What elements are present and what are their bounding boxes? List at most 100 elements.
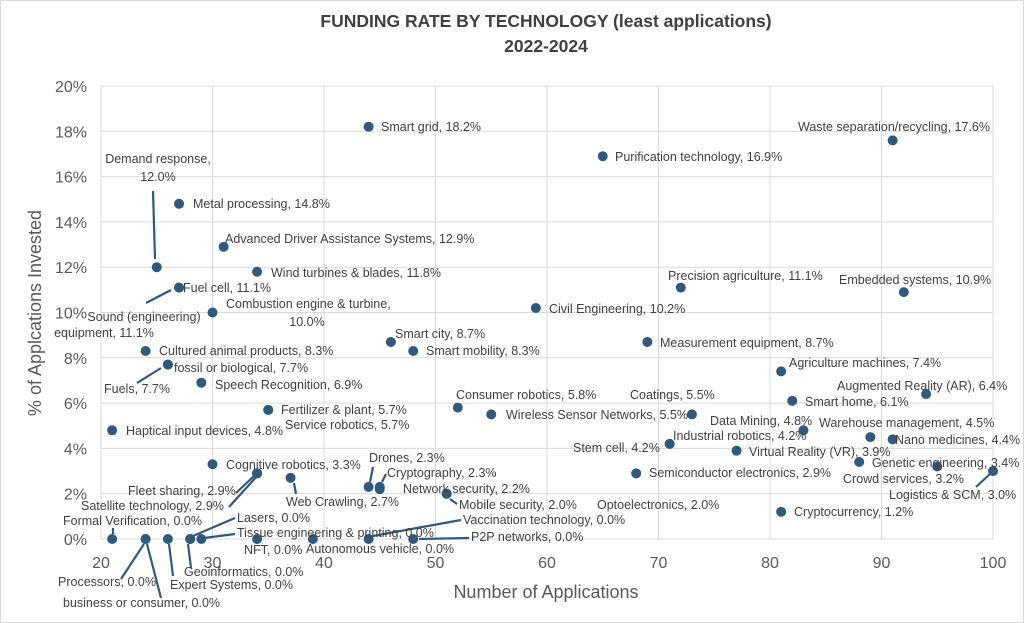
- data-point: [363, 534, 374, 544]
- data-point: [185, 534, 196, 544]
- data-point: [887, 434, 898, 445]
- data-point: [530, 302, 541, 313]
- leader-line: [235, 475, 255, 494]
- chart-subtitle: 2022-2024: [504, 36, 588, 56]
- data-point: [798, 425, 809, 436]
- data-label: Lasers, 0.0%: [237, 511, 310, 525]
- data-label: Augmented Reality (AR), 6.4%: [837, 379, 1007, 393]
- data-label: Network security, 2.2%: [403, 482, 530, 496]
- y-tick-label: 10%: [55, 306, 87, 323]
- data-label: Mobile security, 2.0%: [459, 498, 577, 512]
- data-label: Warehouse management, 4.5%: [819, 416, 994, 430]
- data-label: Smart grid, 18.2%: [381, 120, 481, 134]
- data-label: Cryptography, 2.3%: [387, 466, 497, 480]
- leader-line: [292, 482, 298, 495]
- data-point: [854, 456, 865, 467]
- data-point: [285, 472, 296, 483]
- data-point: [408, 534, 419, 544]
- x-tick-label: 100: [980, 555, 1007, 572]
- data-point: [162, 359, 173, 370]
- data-label: Nano medicines, 4.4%: [895, 433, 1020, 447]
- data-label: Smart mobility, 8.3%: [426, 344, 540, 358]
- y-tick-label: 12%: [55, 260, 87, 277]
- data-points: [107, 121, 998, 544]
- x-axis-ticks: 20 30 40 50 60 70 80 90 100: [92, 555, 1006, 572]
- data-label: Expert Systems, 0.0%: [170, 578, 293, 592]
- data-point: [675, 282, 686, 293]
- data-point: [207, 459, 218, 470]
- data-label: Cultured animal products, 8.3%: [159, 344, 333, 358]
- data-label: Web Crawling, 2.7%: [286, 495, 399, 509]
- data-labels: Smart grid, 18.2% Purification technology…: [54, 120, 1020, 610]
- data-label: Satellite technology, 2.9%: [81, 499, 224, 513]
- data-point: [196, 377, 207, 388]
- leader-line: [167, 543, 175, 577]
- data-point: [631, 468, 642, 479]
- leader-line: [449, 498, 458, 505]
- data-point: [252, 468, 263, 479]
- data-point: [988, 466, 998, 477]
- data-label: P2P networks, 0.0%: [471, 530, 583, 544]
- data-point: [140, 346, 151, 357]
- data-label: Vaccination technology, 0.0%: [463, 513, 625, 527]
- data-label: Coatings, 5.5%: [630, 388, 715, 402]
- data-point: [107, 534, 118, 544]
- data-point: [642, 336, 653, 347]
- data-point: [664, 438, 675, 449]
- data-point: [776, 506, 787, 517]
- data-label: Embedded systems, 10.9%: [839, 273, 991, 287]
- leader-line: [151, 190, 157, 260]
- leader-line: [136, 367, 162, 384]
- leader-line: [975, 472, 992, 488]
- x-tick-label: 40: [315, 555, 333, 572]
- x-tick-label: 80: [761, 555, 779, 572]
- data-label: Fertilizer & plant, 5.7%: [281, 403, 407, 417]
- data-label: Waste separation/recycling, 17.6%: [798, 120, 990, 134]
- data-point: [408, 346, 419, 357]
- data-point: [686, 409, 697, 420]
- data-label: Autonomous vehicle, 0.0%: [306, 542, 454, 556]
- data-label: Optoelectronics, 2.0%: [597, 498, 719, 512]
- data-point: [597, 151, 608, 162]
- data-label: Precision agriculture, 11.1%: [668, 269, 823, 283]
- data-point: [207, 307, 218, 318]
- data-point: [252, 266, 263, 277]
- chart-title: FUNDING RATE BY TECHNOLOGY (least applic…: [320, 11, 771, 31]
- x-tick-label: 90: [873, 555, 891, 572]
- data-label: Genetic engineering, 3.4%: [872, 456, 1019, 470]
- data-label: business or consumer, 0.0%: [63, 596, 220, 610]
- leader-line: [418, 536, 470, 541]
- data-point: [162, 534, 173, 544]
- data-point: [787, 395, 798, 406]
- data-label: Industrial robotics, 4.2%: [673, 429, 806, 443]
- y-tick-label: 20%: [55, 79, 87, 96]
- data-label: Speech Recognition, 6.9%: [215, 378, 362, 392]
- data-point: [486, 409, 497, 420]
- data-label: Metal processing, 14.8%: [193, 197, 330, 211]
- leader-lines: [111, 190, 992, 599]
- y-axis-label: % of Applcations Invested: [25, 210, 45, 416]
- data-label: Combustion engine & turbine, 10.0%: [226, 297, 391, 329]
- y-tick-label: 0%: [64, 532, 87, 549]
- data-point: [441, 488, 452, 499]
- y-tick-label: 18%: [55, 124, 87, 141]
- data-label: Data Mining, 4.8%: [710, 414, 812, 428]
- data-point: [921, 389, 932, 400]
- data-label: Wireless Sensor Networks, 5.5%: [506, 408, 688, 422]
- data-point: [307, 534, 318, 544]
- data-label: Crowd services, 3.2%: [843, 472, 964, 486]
- data-label: Drones, 2.3%: [369, 451, 445, 465]
- leader-line: [192, 516, 236, 538]
- data-point: [218, 241, 229, 252]
- x-tick-label: 20: [92, 555, 110, 572]
- leader-line: [381, 473, 387, 483]
- y-tick-label: 4%: [64, 441, 87, 458]
- data-label: Fuels, 7.7%: [104, 382, 170, 396]
- leader-line: [203, 532, 236, 540]
- data-point: [140, 534, 151, 544]
- data-point: [107, 425, 118, 436]
- data-label: Measurement equipment, 8.7%: [660, 336, 834, 350]
- x-tick-label: 30: [204, 555, 222, 572]
- data-label: Consumer robotics, 5.8%: [456, 388, 596, 402]
- data-label: Smart city, 8.7%: [395, 327, 485, 341]
